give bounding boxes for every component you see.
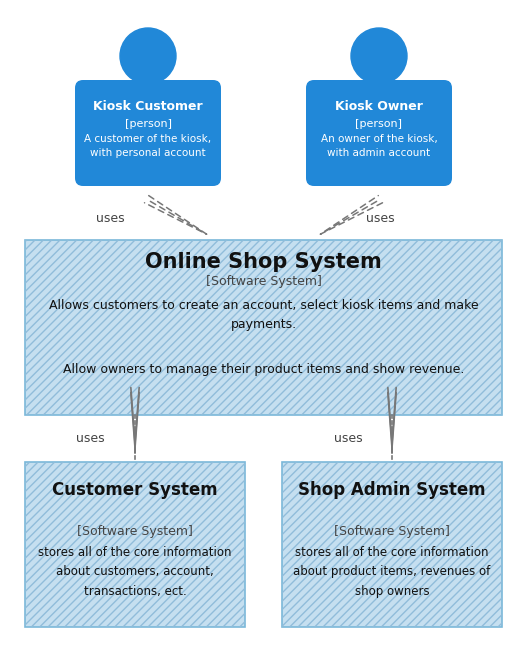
- Text: [person]: [person]: [124, 119, 171, 129]
- Text: stores all of the core information
about product items, revenues of
shop owners: stores all of the core information about…: [294, 547, 491, 597]
- Text: A customer of the kiosk,
with personal account: A customer of the kiosk, with personal a…: [84, 134, 211, 158]
- FancyBboxPatch shape: [25, 240, 502, 415]
- Circle shape: [120, 28, 176, 84]
- Text: Online Shop System: Online Shop System: [145, 252, 382, 272]
- Circle shape: [351, 28, 407, 84]
- FancyBboxPatch shape: [282, 462, 502, 627]
- Text: uses: uses: [366, 212, 394, 225]
- Text: Allows customers to create an account, select kiosk items and make
payments.: Allows customers to create an account, s…: [48, 299, 479, 331]
- Text: Customer System: Customer System: [52, 481, 218, 499]
- Text: Kiosk Customer: Kiosk Customer: [93, 100, 203, 113]
- Text: uses: uses: [96, 212, 124, 225]
- Text: uses: uses: [334, 432, 363, 444]
- Text: uses: uses: [76, 432, 104, 444]
- Text: Kiosk Owner: Kiosk Owner: [335, 100, 423, 113]
- FancyBboxPatch shape: [25, 462, 245, 627]
- FancyBboxPatch shape: [306, 80, 452, 186]
- Text: [Software System]: [Software System]: [334, 525, 450, 538]
- Text: [Software System]: [Software System]: [77, 525, 193, 538]
- Text: Shop Admin System: Shop Admin System: [298, 481, 486, 499]
- Text: stores all of the core information
about customers, account,
transactions, ect.: stores all of the core information about…: [38, 547, 232, 597]
- Text: [person]: [person]: [356, 119, 403, 129]
- Text: An owner of the kiosk,
with admin account: An owner of the kiosk, with admin accoun…: [320, 134, 437, 158]
- FancyBboxPatch shape: [75, 80, 221, 186]
- Text: Allow owners to manage their product items and show revenue.: Allow owners to manage their product ite…: [63, 364, 464, 377]
- Text: [Software System]: [Software System]: [206, 276, 321, 289]
